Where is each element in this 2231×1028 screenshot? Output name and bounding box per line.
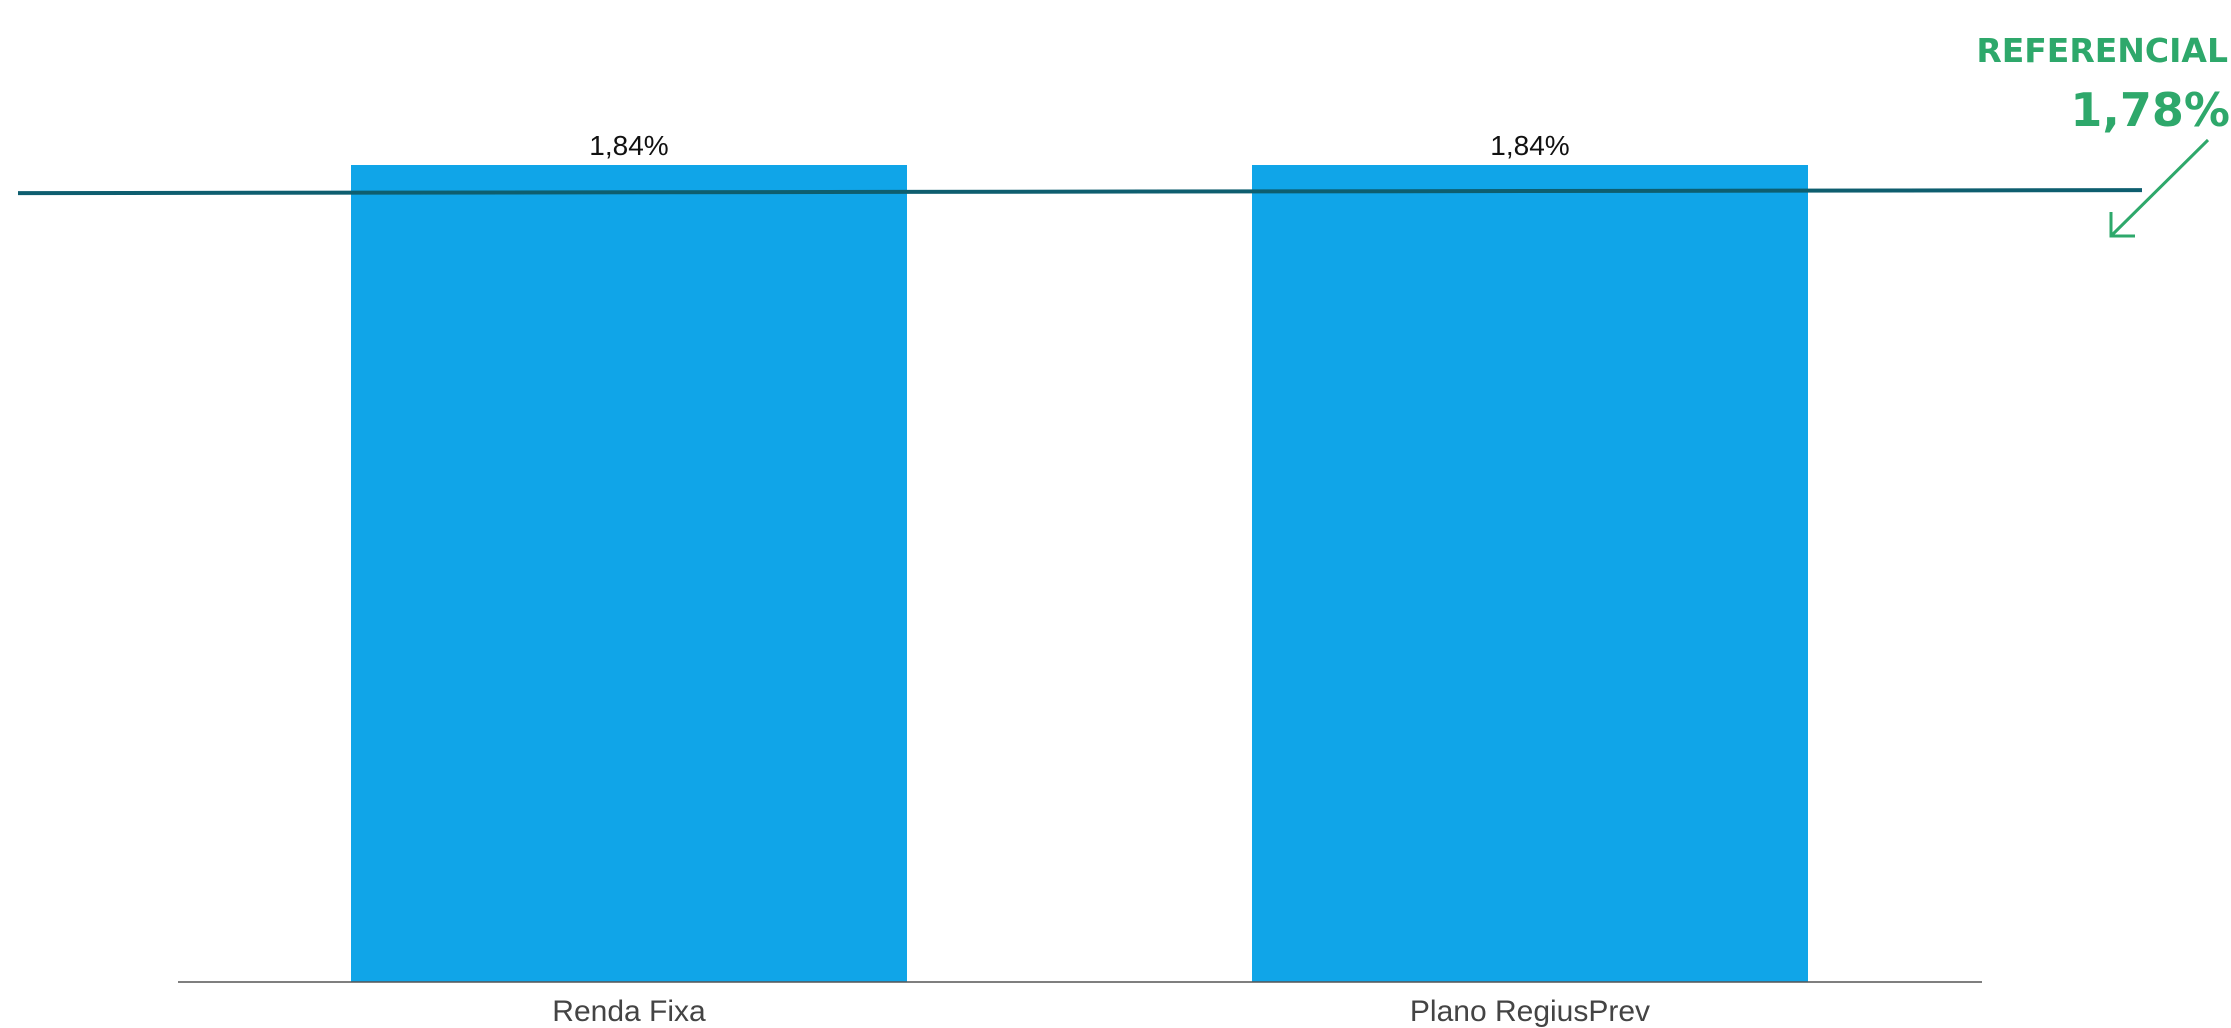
bars-layer <box>351 165 1808 982</box>
category-label-0: Renda Fixa <box>552 995 706 1028</box>
bar-value-label-1: 1,84% <box>1490 130 1569 161</box>
bar-0 <box>351 165 907 982</box>
reference-line <box>17 188 2143 196</box>
reference-value: 1,78% <box>2070 83 2230 137</box>
category-label-1: Plano RegiusPrev <box>1410 995 1650 1028</box>
reference-title: REFERENCIAL <box>1976 31 2228 70</box>
reference-arrow-head <box>2109 212 2135 238</box>
bar-1 <box>1252 165 1808 982</box>
bar-value-label-0: 1,84% <box>589 130 668 161</box>
labels-layer: 1,84% Renda Fixa 1,84% Plano RegiusPrev <box>552 130 1650 1028</box>
reference-annotation: REFERENCIAL 1,78% <box>1976 31 2230 238</box>
reference-arrow <box>2109 138 2210 238</box>
